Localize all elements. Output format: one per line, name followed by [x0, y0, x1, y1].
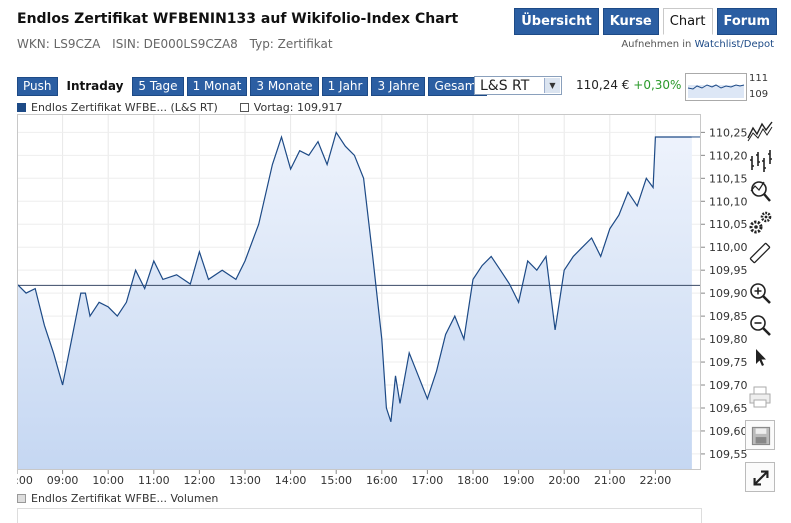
- quote: 110,24 € +0,30%: [576, 78, 681, 92]
- x-tick-label: 15:00: [320, 474, 352, 487]
- y-tick-label: 110,10: [709, 195, 747, 208]
- x-tick-label: 08:00: [17, 474, 33, 487]
- tab-forum[interactable]: Forum: [716, 8, 777, 35]
- x-tick-label: 14:00: [275, 474, 307, 487]
- x-tick-label: 11:00: [138, 474, 170, 487]
- wkn: WKN: LS9CZA: [17, 37, 101, 51]
- watchlist-link[interactable]: Watchlist/Depot: [694, 39, 774, 50]
- prev-close-legend-label: Vortag: 109,917: [253, 101, 343, 114]
- series-swatch: [17, 103, 26, 112]
- plot-frame: [17, 114, 701, 470]
- x-tick-label: 16:00: [366, 474, 398, 487]
- isin: ISIN: DE000LS9CZA8: [112, 37, 238, 51]
- prev-close-swatch: [239, 103, 249, 112]
- y-tick-label: 109,70: [709, 379, 747, 392]
- y-tick-label: 109,90: [709, 287, 747, 300]
- zoom-in-icon[interactable]: [745, 278, 775, 308]
- print-icon[interactable]: [745, 382, 775, 412]
- x-tick-label: 20:00: [548, 474, 580, 487]
- period-selector: Push Intraday 5 Tage 1 Monat 3 Monate 1 …: [17, 77, 490, 96]
- save-icon[interactable]: [745, 420, 775, 450]
- x-tick-label: 18:00: [457, 474, 489, 487]
- x-tick-label: 10:00: [92, 474, 124, 487]
- exchange-select[interactable]: L&S RT ▼: [474, 76, 562, 95]
- x-axis: 08:00 09:00 10:00 11:00 12:00 13:00 14:00 15:00…: [17, 470, 671, 487]
- price-change: +0,30%: [633, 78, 682, 92]
- chevron-down-icon: ▼: [544, 78, 560, 93]
- sparkline-low: 109: [749, 89, 769, 100]
- y-tick-label: 110,05: [709, 218, 747, 231]
- tab-chart[interactable]: Chart: [662, 8, 713, 35]
- y-tick-label: 110,25: [709, 126, 747, 139]
- period-5-tage-button[interactable]: 5 Tage: [132, 77, 184, 96]
- price-chart[interactable]: 08:00 09:00 10:00 11:00 12:00 13:00 14:00 15:00…: [17, 114, 747, 487]
- period-1-monat-button[interactable]: 1 Monat: [186, 77, 248, 96]
- y-tick-label: 109,75: [709, 356, 747, 369]
- period-1-jahr-button[interactable]: 1 Jahr: [321, 77, 369, 96]
- x-tick-label: 21:00: [594, 474, 626, 487]
- x-tick-label: 17:00: [412, 474, 444, 487]
- line-chart-icon[interactable]: [745, 116, 775, 146]
- last-price: 110,24 €: [576, 78, 630, 92]
- tab-kurse[interactable]: Kurse: [602, 8, 659, 35]
- sparkline-line: [687, 84, 745, 90]
- period-3-monate-button[interactable]: 3 Monate: [250, 77, 319, 96]
- sparkline-high: 111: [749, 73, 769, 84]
- x-tick-label: 12:00: [184, 474, 216, 487]
- period-intraday-button[interactable]: Intraday: [60, 77, 130, 96]
- chart-legend: Endlos Zertifikat WFBE... (L&S RT) Vorta…: [17, 101, 342, 114]
- chart-area[interactable]: 08:00 09:00 10:00 11:00 12:00 13:00 14:00 15:00…: [17, 114, 747, 487]
- zoom-out-icon[interactable]: [745, 310, 775, 340]
- y-tick-label: 110,00: [709, 241, 747, 254]
- exchange-select-value: L&S RT: [480, 78, 530, 94]
- instrument-meta: WKN: LS9CZA ISIN: DE000LS9CZA8 Typ: Zert…: [17, 37, 341, 51]
- period-push-button[interactable]: Push: [17, 77, 58, 96]
- y-tick-label: 109,65: [709, 402, 747, 415]
- y-tick-label: 110,20: [709, 149, 747, 162]
- series-legend-label: Endlos Zertifikat WFBE... (L&S RT): [31, 101, 218, 114]
- page-title: Endlos Zertifikat WFBENIN133 auf Wikifol…: [17, 11, 459, 27]
- price-area: [17, 132, 692, 470]
- tab-uebersicht[interactable]: Übersicht: [514, 8, 599, 35]
- y-tick-label: 109,55: [709, 448, 747, 461]
- main-tabs: Übersicht Kurse Chart Forum: [510, 8, 777, 35]
- price-line: [17, 130, 692, 422]
- indicator-icon[interactable]: [745, 176, 775, 206]
- y-tick-label: 109,95: [709, 264, 747, 277]
- x-tick-label: 09:00: [47, 474, 79, 487]
- draw-line-icon[interactable]: [745, 238, 775, 268]
- pointer-icon[interactable]: [745, 342, 775, 372]
- instrument-type: Typ: Zertifikat: [249, 37, 333, 51]
- y-tick-label: 109,85: [709, 310, 747, 323]
- volume-legend: Endlos Zertifikat WFBE... Volumen: [17, 492, 218, 505]
- volume-swatch: [17, 494, 26, 503]
- x-tick-label: 19:00: [503, 474, 535, 487]
- x-tick-label: 13:00: [229, 474, 261, 487]
- volume-legend-label: Endlos Zertifikat WFBE... Volumen: [31, 492, 219, 505]
- y-tick-label: 109,80: [709, 333, 747, 346]
- sparkline-thumbnail[interactable]: [685, 73, 747, 101]
- y-tick-label: 110,15: [709, 172, 747, 185]
- watchlist-link-row: Aufnehmen in Watchlist/Depot: [621, 39, 774, 50]
- ohlc-chart-icon[interactable]: [745, 146, 775, 176]
- watchlist-prefix: Aufnehmen in: [621, 39, 692, 50]
- x-tick-label: 22:00: [640, 474, 672, 487]
- settings-icon[interactable]: [745, 208, 775, 238]
- period-3-jahre-button[interactable]: 3 Jahre: [371, 77, 426, 96]
- fullscreen-icon[interactable]: [745, 462, 775, 492]
- y-axis: 110,25 110,20 110,15 110,10 110,05 110,00 109,…: [701, 126, 747, 461]
- volume-panel: [17, 508, 702, 523]
- period-gesamt-button[interactable]: Gesamt: [428, 77, 488, 96]
- y-tick-label: 109,60: [709, 425, 747, 438]
